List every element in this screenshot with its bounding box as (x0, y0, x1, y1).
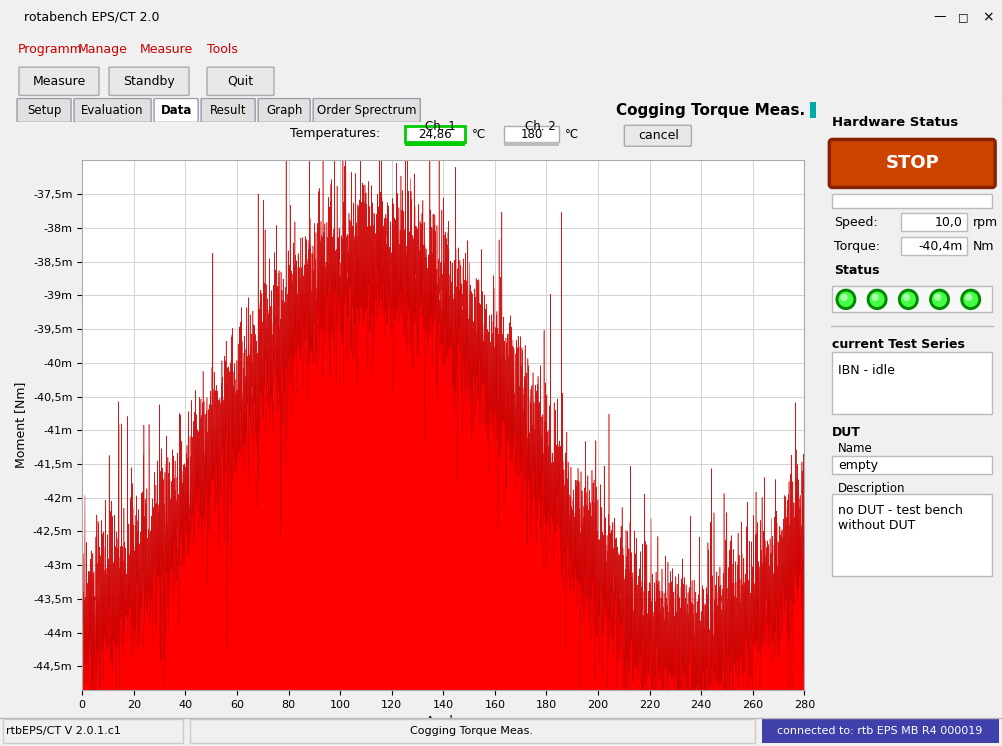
Text: Torque:: Torque: (834, 240, 880, 253)
Text: rotabench EPS/CT 2.0: rotabench EPS/CT 2.0 (24, 10, 159, 23)
Text: cancel: cancel (637, 129, 678, 142)
Text: Ch. 1: Ch. 1 (425, 120, 455, 133)
FancyBboxPatch shape (74, 98, 151, 122)
Text: ×: × (981, 10, 993, 24)
Text: Result: Result (209, 104, 246, 117)
Text: Temperatures:: Temperatures: (290, 127, 380, 140)
Text: Measure: Measure (32, 75, 85, 88)
Text: -40,4m: -40,4m (918, 240, 962, 253)
Text: no DUT - test bench
without DUT: no DUT - test bench without DUT (838, 504, 962, 532)
Circle shape (867, 289, 886, 310)
Text: Setup: Setup (27, 104, 61, 117)
FancyBboxPatch shape (19, 67, 99, 95)
Text: °C: °C (472, 128, 486, 141)
FancyBboxPatch shape (405, 126, 465, 142)
Circle shape (934, 295, 940, 301)
Text: Order Sprectrum: Order Sprectrum (317, 104, 416, 117)
FancyBboxPatch shape (3, 719, 182, 743)
Text: IBN - idle: IBN - idle (838, 364, 894, 377)
FancyBboxPatch shape (832, 495, 991, 576)
Text: 10,0: 10,0 (934, 216, 962, 229)
FancyBboxPatch shape (832, 457, 991, 474)
FancyBboxPatch shape (154, 98, 198, 122)
FancyBboxPatch shape (258, 98, 310, 122)
Text: Quit: Quit (227, 75, 254, 88)
Y-axis label: Moment [Nm]: Moment [Nm] (14, 382, 27, 468)
Text: 24,86: 24,86 (418, 128, 452, 141)
Text: empty: empty (838, 459, 877, 471)
FancyBboxPatch shape (201, 98, 255, 122)
Circle shape (901, 292, 914, 307)
Text: Cogging Torque Meas.: Cogging Torque Meas. (410, 726, 533, 736)
FancyBboxPatch shape (900, 237, 966, 255)
FancyBboxPatch shape (17, 98, 71, 122)
FancyBboxPatch shape (829, 140, 994, 187)
Text: Programm: Programm (18, 43, 83, 55)
Text: Description: Description (838, 482, 905, 495)
FancyBboxPatch shape (504, 142, 559, 146)
FancyBboxPatch shape (504, 126, 559, 142)
Text: Status: Status (834, 264, 879, 277)
Circle shape (836, 289, 855, 310)
Text: Graph: Graph (266, 104, 302, 117)
Circle shape (929, 289, 948, 310)
FancyBboxPatch shape (405, 142, 465, 146)
Circle shape (903, 295, 909, 301)
FancyBboxPatch shape (762, 719, 998, 743)
Circle shape (965, 295, 971, 301)
Text: Name: Name (838, 442, 872, 455)
Text: □: □ (957, 12, 967, 22)
Text: Speed:: Speed: (834, 216, 877, 229)
X-axis label: Angle: Angle (425, 715, 461, 728)
Text: Nm: Nm (972, 240, 993, 253)
Circle shape (960, 289, 980, 310)
FancyBboxPatch shape (832, 352, 991, 414)
Circle shape (963, 292, 977, 307)
Text: —: — (933, 10, 945, 23)
Text: 180: 180 (520, 128, 542, 141)
FancyBboxPatch shape (832, 195, 991, 208)
Circle shape (932, 292, 946, 307)
FancyBboxPatch shape (623, 125, 690, 146)
Text: Tools: Tools (206, 43, 237, 55)
Text: DUT: DUT (832, 426, 861, 439)
FancyBboxPatch shape (900, 213, 966, 231)
Circle shape (898, 289, 917, 310)
Text: Measure: Measure (140, 43, 193, 55)
FancyBboxPatch shape (313, 98, 420, 122)
Text: connected to: rtb EPS MB R4 000019: connected to: rtb EPS MB R4 000019 (777, 726, 982, 736)
Circle shape (870, 292, 883, 307)
Text: rpm: rpm (972, 216, 997, 229)
Text: Data: Data (160, 104, 191, 117)
FancyBboxPatch shape (109, 67, 188, 95)
FancyBboxPatch shape (810, 102, 816, 119)
FancyBboxPatch shape (206, 67, 274, 95)
Text: Manage: Manage (78, 43, 127, 55)
Text: STOP: STOP (885, 154, 938, 172)
Text: Cogging Torque Meas.: Cogging Torque Meas. (615, 103, 805, 118)
Text: Evaluation: Evaluation (81, 104, 143, 117)
Text: current Test Series: current Test Series (832, 339, 964, 351)
Text: rtbEPS/CT V 2.0.1.c1: rtbEPS/CT V 2.0.1.c1 (6, 726, 121, 736)
Text: Standby: Standby (123, 75, 174, 88)
Circle shape (841, 295, 846, 301)
FancyBboxPatch shape (189, 719, 755, 743)
Text: Ch. 2: Ch. 2 (524, 120, 555, 133)
Circle shape (839, 292, 852, 307)
FancyBboxPatch shape (832, 286, 991, 313)
Circle shape (872, 295, 877, 301)
Text: °C: °C (565, 128, 579, 141)
Text: Hardware Status: Hardware Status (832, 116, 958, 130)
